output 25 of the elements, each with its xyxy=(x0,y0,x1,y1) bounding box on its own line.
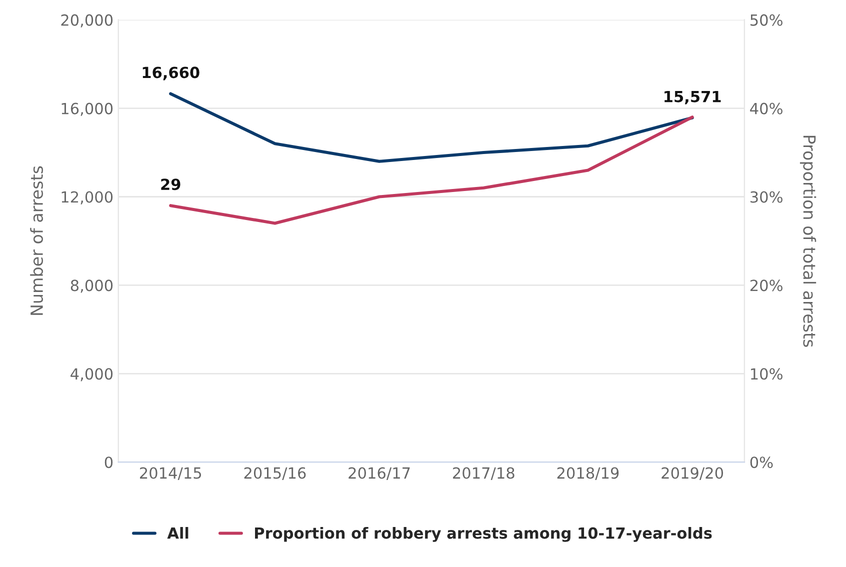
y2-tick-label: 30% xyxy=(750,191,782,203)
y2-axis-title: Proportion of total arrests xyxy=(800,136,816,347)
y2-tick-label: 50% xyxy=(750,14,782,26)
data-label: 16,660 xyxy=(142,66,200,80)
y2-tick-label: 40% xyxy=(750,102,782,114)
x-tick-label: 2019/20 xyxy=(662,467,724,480)
x-tick-label: 2016/17 xyxy=(348,467,410,480)
y-tick-label: 4,000 xyxy=(70,368,113,382)
y-tick-label: 12,000 xyxy=(62,191,113,204)
legend-label: Proportion of robbery arrests among 10-17-year-olds xyxy=(255,527,712,542)
legend-label: All xyxy=(167,527,188,539)
y2-tick-label: 10% xyxy=(751,368,782,380)
y-tick-label: 8,000 xyxy=(70,280,113,293)
data-label: 29 xyxy=(161,178,180,190)
y2-tick-label: 20% xyxy=(750,280,782,292)
x-tick-label: 2017/18 xyxy=(453,467,514,480)
data-label: 15,571 xyxy=(664,90,721,104)
y2-tick-label: 0% xyxy=(750,456,773,468)
x-tick-label: 2015/16 xyxy=(244,467,306,480)
y-axis-title: Number of arrests xyxy=(30,166,44,315)
y-tick-label: 0 xyxy=(104,456,113,468)
x-tick-label: 2014/15 xyxy=(140,467,202,480)
y-tick-label: 20,000 xyxy=(61,14,113,28)
x-tick-label: 2018/19 xyxy=(557,467,619,480)
y-tick-label: 16,000 xyxy=(62,102,113,116)
